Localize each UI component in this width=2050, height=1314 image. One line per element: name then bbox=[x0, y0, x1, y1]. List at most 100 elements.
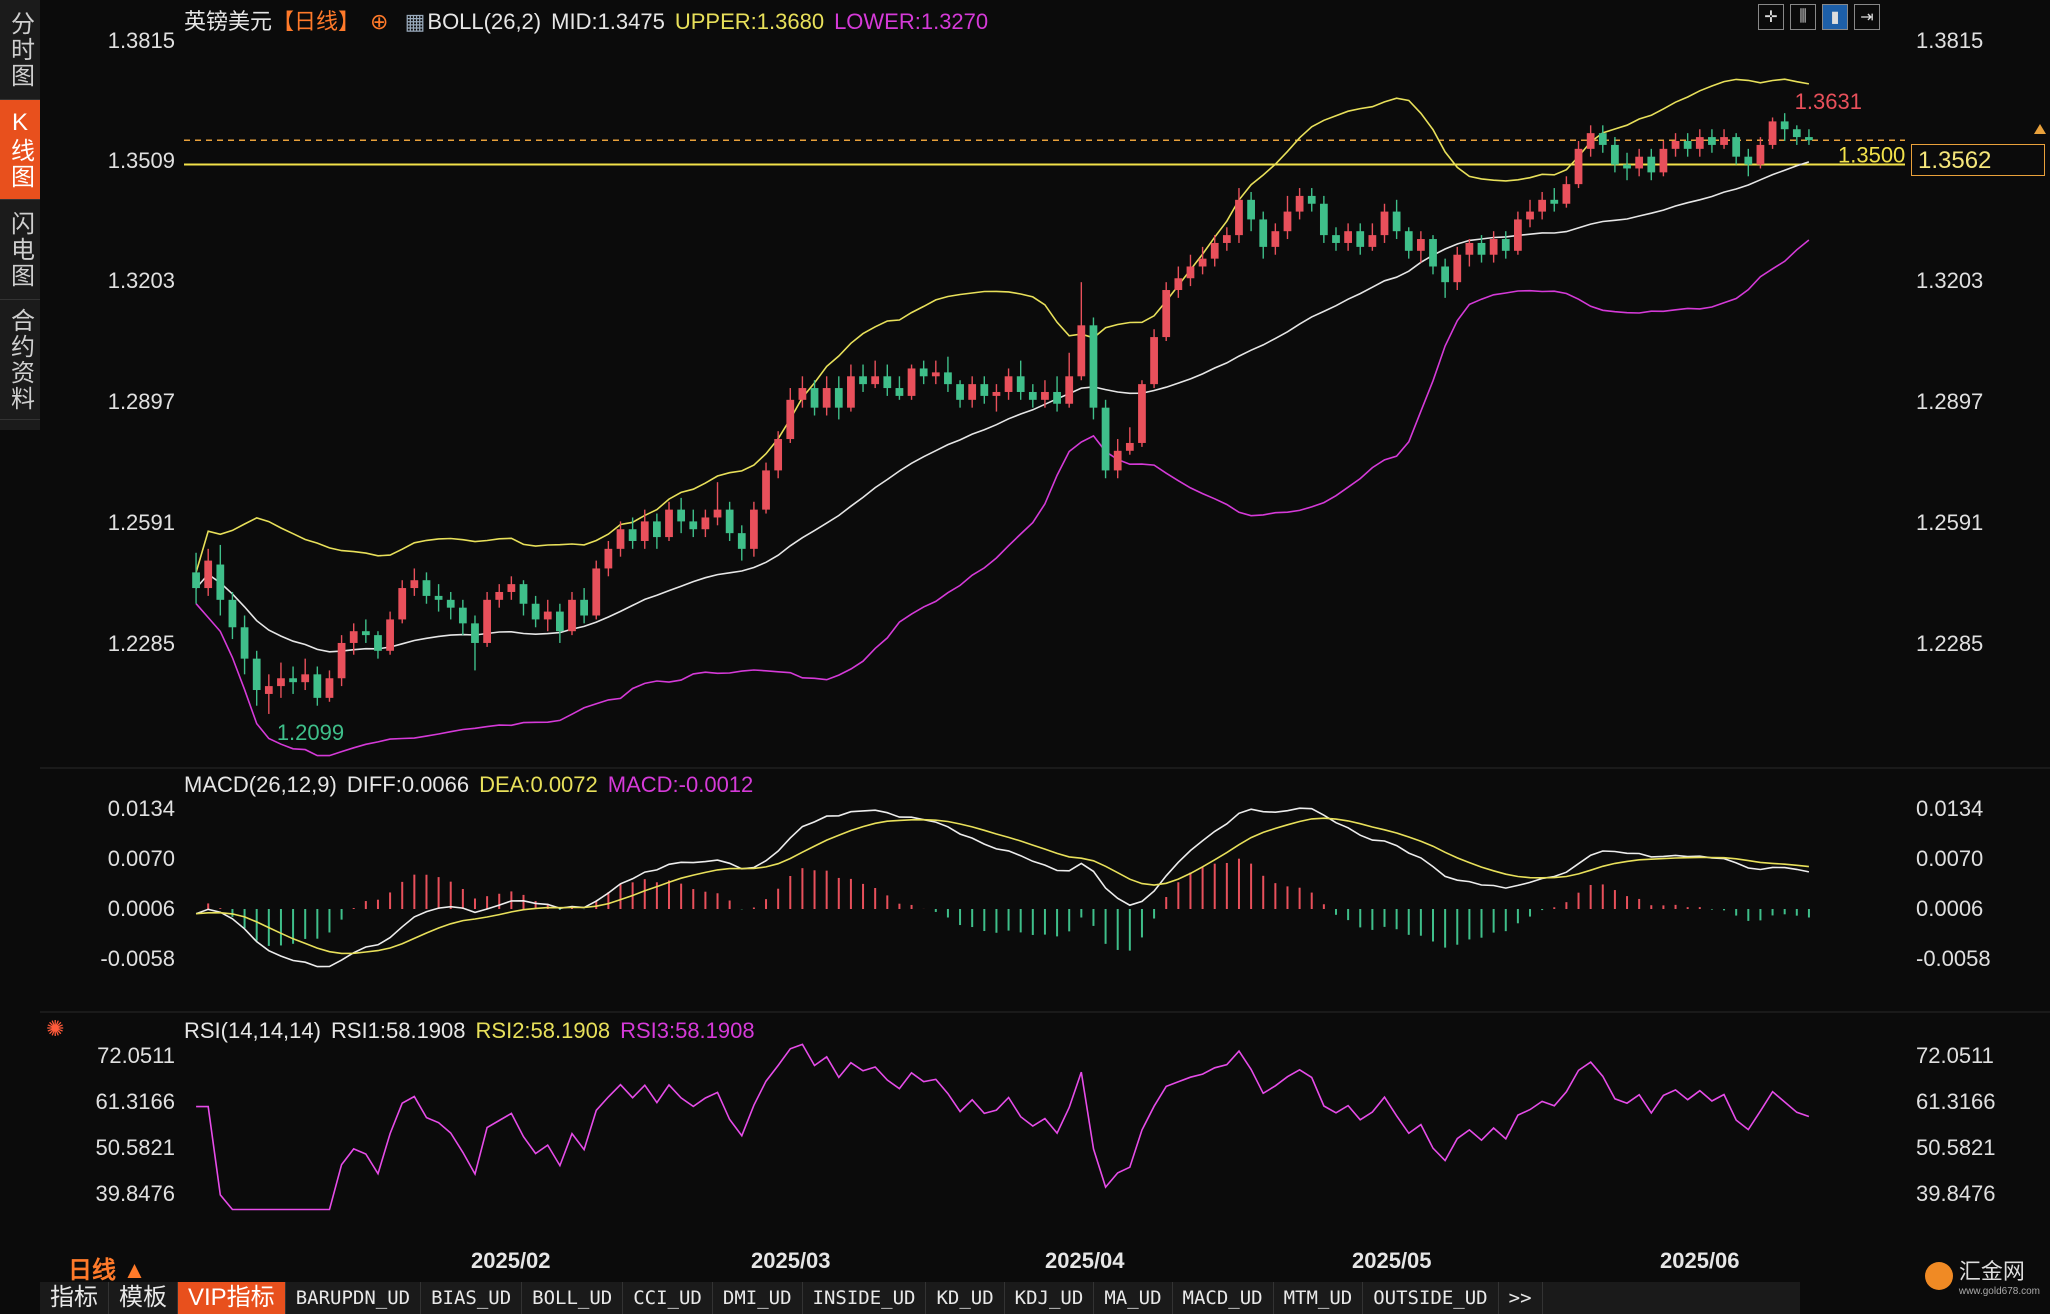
tab-inside[interactable]: INSIDE_UD bbox=[803, 1282, 927, 1314]
tab-kdj[interactable]: KDJ_UD bbox=[1005, 1282, 1095, 1314]
candle-body bbox=[701, 517, 710, 530]
candle-body bbox=[1805, 137, 1813, 141]
main-legend: 英镑美元【日线】 ⊕ ▦BOLL(26,2) MID:1.3475 UPPER:1.3… bbox=[184, 4, 998, 36]
tab-vip-indicators[interactable]: VIP指标 bbox=[178, 1282, 286, 1314]
candle-body bbox=[1162, 290, 1171, 338]
candle-body bbox=[1368, 235, 1377, 247]
candle-body bbox=[1271, 231, 1280, 247]
candle-body bbox=[446, 599, 455, 608]
indicator-tab-bar: 指标 模板 VIP指标 BARUPDN_UD BIAS_UD BOLL_UD C… bbox=[40, 1282, 1800, 1314]
candle-body bbox=[204, 560, 213, 589]
crosshair-icon[interactable]: ✛ bbox=[1758, 4, 1784, 30]
candle-body bbox=[1138, 384, 1146, 443]
price-tick-right: 1.2285 bbox=[1916, 631, 1984, 656]
tab-kd[interactable]: KD_UD bbox=[926, 1282, 1005, 1314]
tab-flash[interactable]: 闪电图 bbox=[0, 200, 40, 300]
candle-body bbox=[349, 631, 358, 643]
candle-body bbox=[1586, 133, 1595, 149]
rsi-tick-right: 72.0511 bbox=[1916, 1043, 1994, 1068]
boll-upper: UPPER:1.3680 bbox=[674, 9, 825, 34]
candle-body bbox=[919, 368, 928, 377]
candle-body bbox=[1028, 391, 1037, 400]
macd-tick-right: 0.0070 bbox=[1916, 846, 1984, 871]
tab-mtm[interactable]: MTM_UD bbox=[1274, 1282, 1364, 1314]
tab-templates[interactable]: 模板 bbox=[109, 1282, 178, 1314]
boll-upper-line bbox=[195, 78, 1810, 573]
candle-body bbox=[1465, 242, 1474, 255]
tab-outside[interactable]: OUTSIDE_UD bbox=[1363, 1282, 1499, 1314]
candle-body bbox=[810, 388, 819, 408]
candle-body bbox=[1125, 442, 1134, 451]
x-tick: 2025/05 bbox=[1352, 1248, 1432, 1273]
settings-sun-icon[interactable]: ✺ bbox=[46, 1016, 65, 1041]
tab-macd[interactable]: MACD_UD bbox=[1173, 1282, 1274, 1314]
plus-circle-icon[interactable]: ⊕ bbox=[370, 9, 389, 34]
candle-body bbox=[1053, 391, 1061, 404]
candle-body bbox=[1720, 137, 1728, 145]
x-tick: 2025/03 bbox=[751, 1248, 831, 1273]
candle-body bbox=[1744, 156, 1753, 165]
candle-body bbox=[568, 599, 576, 632]
candle-body bbox=[1562, 184, 1571, 204]
candle-body bbox=[847, 376, 855, 408]
candle-body bbox=[1004, 376, 1013, 392]
left-tab-bar: 分时图 K线图 闪电图 合约资料 bbox=[0, 0, 40, 430]
tab-boll[interactable]: BOLL_UD bbox=[522, 1282, 624, 1314]
candle-body bbox=[931, 372, 940, 377]
candle-body bbox=[1077, 325, 1086, 377]
x-tick: 2025/04 bbox=[1045, 1248, 1125, 1273]
candle-body bbox=[968, 384, 977, 400]
candle-icon[interactable]: ▮ bbox=[1822, 4, 1848, 30]
candle-body bbox=[798, 388, 807, 400]
candle-body bbox=[1283, 211, 1292, 232]
candle-body bbox=[1016, 376, 1025, 392]
tab-kline[interactable]: K线图 bbox=[0, 100, 40, 200]
rsi-tick-left: 39.8476 bbox=[95, 1181, 175, 1206]
candle-body bbox=[895, 388, 904, 396]
rsi-tick-left: 61.3166 bbox=[95, 1089, 175, 1114]
tab-contract-info[interactable]: 合约资料 bbox=[0, 300, 40, 420]
candle-body bbox=[1683, 141, 1692, 149]
candle-body bbox=[1041, 391, 1049, 400]
candle-body bbox=[737, 533, 746, 549]
tab-bias[interactable]: BIAS_UD bbox=[421, 1282, 523, 1314]
candle-body bbox=[1222, 235, 1231, 243]
candle-body bbox=[1186, 266, 1195, 279]
candle-body bbox=[980, 384, 989, 396]
bars-icon[interactable]: ⫼ bbox=[1790, 4, 1816, 30]
macd-value: MACD:-0.0012 bbox=[607, 772, 754, 797]
candle-body bbox=[543, 611, 552, 620]
candle-body bbox=[1538, 199, 1547, 212]
tab-indicators[interactable]: 指标 bbox=[40, 1282, 109, 1314]
chart-toolbar: ✛ ⫼ ▮ ⇥ bbox=[1758, 4, 1880, 30]
tab-ma[interactable]: MA_UD bbox=[1094, 1282, 1173, 1314]
chart-type-icon[interactable]: ▦ bbox=[404, 9, 426, 34]
boll-lower: LOWER:1.3270 bbox=[834, 9, 989, 34]
candle-body bbox=[1235, 199, 1243, 236]
candle-body bbox=[1392, 211, 1401, 232]
candle-body bbox=[277, 678, 285, 687]
period-selector[interactable]: 日线 ▲ bbox=[68, 1257, 147, 1284]
tab-cci[interactable]: CCI_UD bbox=[623, 1282, 713, 1314]
candle-body bbox=[956, 384, 964, 400]
tab-dmi[interactable]: DMI_UD bbox=[713, 1282, 803, 1314]
candle-body bbox=[859, 376, 867, 385]
more-tabs-button[interactable]: >> bbox=[1499, 1282, 1543, 1314]
rsi-3: RSI3:58.1908 bbox=[620, 1018, 755, 1043]
logo-mark-icon bbox=[1924, 1261, 1953, 1290]
candle-body bbox=[1429, 239, 1437, 267]
tab-timeshare[interactable]: 分时图 bbox=[0, 0, 40, 100]
macd-tick-right: 0.0134 bbox=[1916, 796, 1984, 821]
period-tag: 【日线】 bbox=[272, 9, 361, 34]
candle-body bbox=[822, 388, 831, 408]
candle-body bbox=[713, 509, 722, 518]
tab-barupdn[interactable]: BARUPDN_UD bbox=[286, 1282, 422, 1314]
export-icon[interactable]: ⇥ bbox=[1854, 4, 1880, 30]
macd-title: MACD(26,12,9) bbox=[184, 772, 337, 797]
candle-body bbox=[1404, 231, 1413, 251]
candle-body bbox=[1671, 141, 1680, 149]
candle-body bbox=[252, 658, 261, 691]
macd-tick-right: 0.0006 bbox=[1916, 896, 1984, 921]
candle-body bbox=[458, 607, 467, 624]
